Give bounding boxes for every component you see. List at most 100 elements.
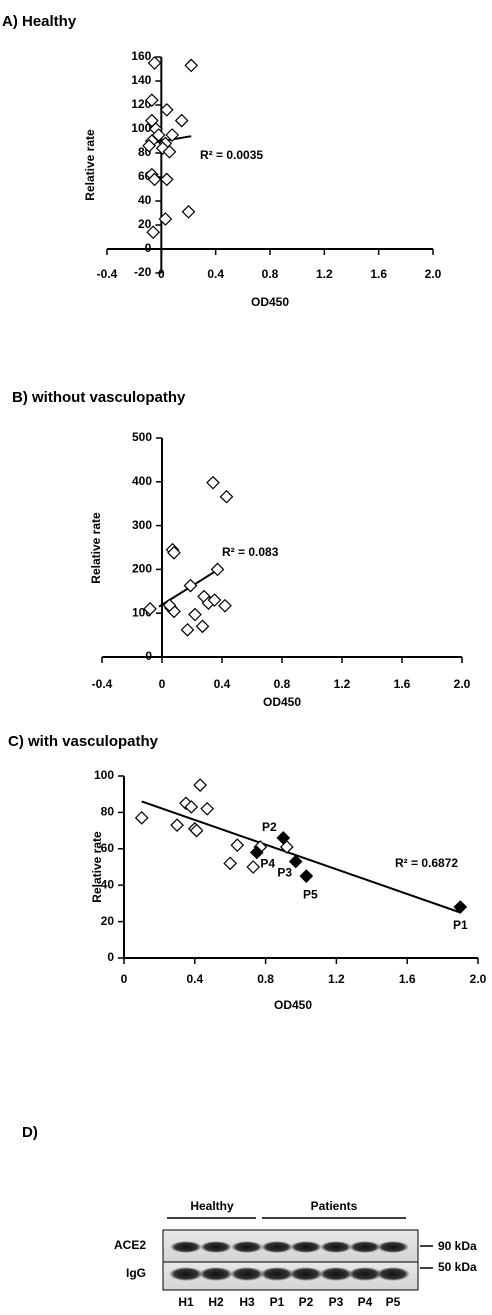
point bbox=[230, 838, 245, 853]
point bbox=[174, 113, 189, 128]
x-tick-label: 1.2 bbox=[328, 972, 345, 986]
x-tick-label: -0.4 bbox=[97, 267, 118, 281]
point bbox=[249, 845, 264, 860]
y-tick-label: 80 bbox=[101, 805, 115, 819]
band bbox=[231, 1241, 263, 1253]
y-axis-label: Relative rate bbox=[83, 129, 97, 201]
y-axis-label: Relative rate bbox=[89, 512, 103, 584]
band bbox=[170, 1241, 202, 1253]
point bbox=[142, 138, 156, 153]
x-tick-label: 0.8 bbox=[274, 677, 291, 691]
point bbox=[183, 578, 198, 593]
x-tick-label: 1.6 bbox=[399, 972, 416, 986]
point bbox=[188, 607, 202, 622]
band bbox=[319, 1267, 353, 1281]
x-tick-label: 0 bbox=[121, 972, 128, 986]
lane-label: P5 bbox=[386, 1295, 401, 1309]
y-axis-label: Relative rate bbox=[90, 831, 104, 903]
chart: B) without vasculopathy -0.4 0 0.4 0.8 1.2 1.6… bbox=[12, 389, 471, 709]
annotation: R² = 0.6872 bbox=[395, 856, 458, 870]
y-tick-label: 160 bbox=[131, 49, 151, 63]
point bbox=[200, 801, 215, 816]
y-tick-label: 500 bbox=[132, 430, 152, 444]
lane-label: H2 bbox=[208, 1295, 224, 1309]
point bbox=[207, 593, 222, 607]
lane-label: P3 bbox=[329, 1295, 344, 1309]
x-tick-label: 2.0 bbox=[425, 267, 442, 281]
point bbox=[165, 128, 180, 142]
x-tick-label: 1.6 bbox=[370, 267, 387, 281]
y-tick-label: 40 bbox=[138, 193, 152, 207]
point bbox=[144, 93, 159, 108]
band bbox=[199, 1267, 233, 1281]
y-tick-label: 20 bbox=[138, 217, 152, 231]
x-tick-label: 1.6 bbox=[394, 677, 411, 691]
band bbox=[377, 1241, 409, 1253]
band bbox=[200, 1241, 232, 1253]
lane-label: H3 bbox=[239, 1295, 255, 1309]
point bbox=[180, 622, 195, 637]
point bbox=[162, 144, 177, 159]
panel-title: C) with vasculopathy bbox=[8, 733, 159, 750]
y-tick-label: 0 bbox=[145, 241, 152, 255]
x-tick-label: 0.8 bbox=[257, 972, 274, 986]
band bbox=[349, 1241, 381, 1253]
y-tick-label: 100 bbox=[94, 768, 114, 782]
band bbox=[289, 1267, 323, 1281]
point bbox=[299, 869, 314, 883]
x-tick-label: 2.0 bbox=[470, 972, 487, 986]
band bbox=[230, 1267, 264, 1281]
panel-title: B) without vasculopathy bbox=[12, 389, 186, 406]
point bbox=[184, 800, 199, 814]
y-tick-label: 100 bbox=[131, 121, 151, 135]
x-axis-label: OD450 bbox=[274, 998, 312, 1012]
row-label: ACE2 bbox=[114, 1238, 146, 1252]
y-tick-label: 300 bbox=[132, 518, 152, 532]
lane-label: P2 bbox=[299, 1295, 314, 1309]
point bbox=[206, 475, 220, 490]
point bbox=[453, 900, 468, 914]
group-label: Healthy bbox=[190, 1199, 234, 1213]
x-axis-label: OD450 bbox=[251, 295, 289, 309]
point bbox=[155, 141, 170, 156]
band bbox=[260, 1267, 294, 1281]
blot-panel: D) Healthy Patients ACE2 IgG 90 kDa 50 k… bbox=[22, 1124, 477, 1309]
point bbox=[210, 562, 225, 577]
point bbox=[146, 225, 161, 240]
y-tick-label: 200 bbox=[132, 562, 152, 576]
row-label: IgG bbox=[126, 1266, 146, 1280]
x-tick-label: 1.2 bbox=[316, 267, 333, 281]
point bbox=[147, 172, 162, 187]
annotation: R² = 0.083 bbox=[222, 545, 279, 559]
x-tick-label: 2.0 bbox=[454, 677, 471, 691]
point bbox=[158, 212, 173, 226]
y-tick-label: 60 bbox=[101, 841, 115, 855]
point bbox=[184, 58, 199, 73]
point bbox=[134, 811, 149, 825]
point-label: P2 bbox=[262, 820, 277, 834]
y-tick-label: 400 bbox=[132, 474, 152, 488]
y-tick-label: -20 bbox=[134, 265, 152, 279]
x-tick-label: 0.4 bbox=[207, 267, 224, 281]
point bbox=[189, 823, 204, 838]
point-label: P1 bbox=[453, 918, 468, 932]
x-tick-label: 0.4 bbox=[214, 677, 231, 691]
point bbox=[218, 598, 232, 613]
lane-label: H1 bbox=[178, 1295, 194, 1309]
x-tick-label: 1.2 bbox=[334, 677, 351, 691]
lane-label: P1 bbox=[270, 1295, 285, 1309]
point bbox=[223, 856, 238, 871]
group-label: Patients bbox=[311, 1199, 358, 1213]
x-tick-label: 0.4 bbox=[186, 972, 203, 986]
band bbox=[290, 1241, 322, 1253]
point bbox=[170, 818, 184, 832]
size-label: 50 kDa bbox=[438, 1260, 477, 1274]
y-tick-label: 20 bbox=[101, 914, 115, 928]
panel-title: A) Healthy bbox=[2, 13, 77, 30]
x-tick-label: 0.8 bbox=[262, 267, 279, 281]
x-tick-label: 0 bbox=[158, 267, 165, 281]
point bbox=[159, 172, 174, 187]
point bbox=[167, 545, 181, 560]
point-label: P3 bbox=[277, 866, 292, 880]
